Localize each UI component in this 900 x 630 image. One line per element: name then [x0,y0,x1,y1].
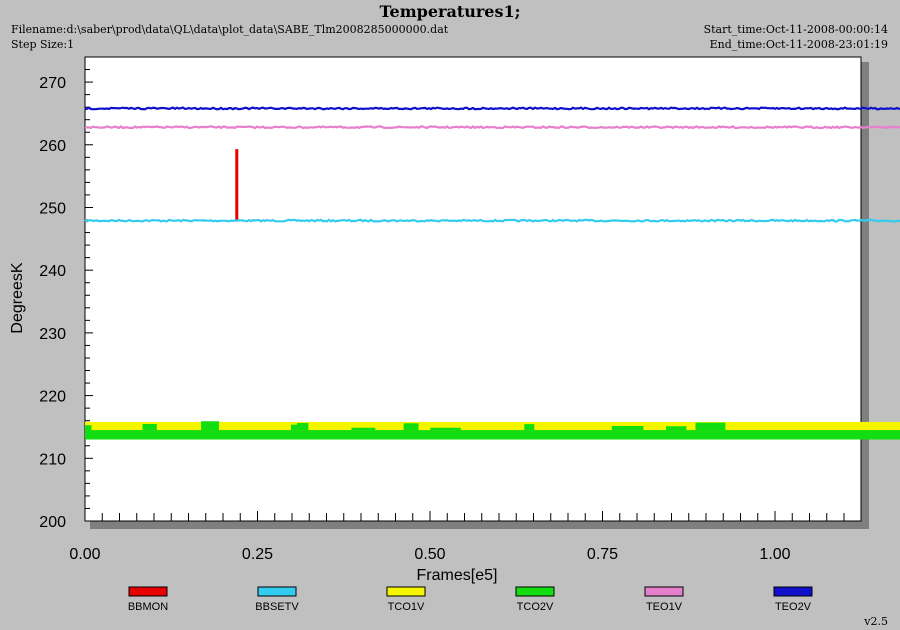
legend-swatch-teo1v [644,586,684,597]
legend-label-tco1v: TCO1V [388,601,425,613]
series-teo1v [84,125,900,130]
x-tick-label: 1.00 [759,546,790,563]
y-tick-label: 200 [39,514,66,531]
series-tco2v-noise [85,421,900,431]
x-tick-labels: 0.000.250.500.751.001.251.501.752.00 [69,546,790,563]
legend: BBMON BBSETV TCO1V TCO2V TEO1V TEO2V [128,586,813,613]
y-tick-label: 220 [39,389,66,406]
start-time-label: Start_time:Oct-11-2008-00:00:14 [703,23,888,36]
chart-title: Temperatures1; [379,2,521,21]
legend-label-tco2v: TCO2V [517,601,554,613]
x-tick-label: 0.50 [414,546,445,563]
version-label: v2.5 [864,615,888,628]
x-tick-label: 0.00 [69,546,100,563]
y-tick-label: 210 [39,451,66,468]
y-tick-label: 250 [39,200,66,217]
legend-swatch-teo2v [773,586,813,597]
y-tick-label: 270 [39,75,66,92]
series-tco2v [85,430,900,440]
legend-label-bbmon: BBMON [128,601,168,613]
series-teo2v [84,106,900,111]
legend-swatch-bbmon [128,586,168,597]
data-series [84,106,900,440]
filename-label: Filename:d:\saber\prod\data\QL\data\plot… [11,23,449,36]
legend-swatch-tco2v [515,586,555,597]
step-size-label: Step Size:1 [11,38,75,51]
legend-swatch-bbsetv [257,586,297,597]
series-tco1v [85,421,900,431]
legend-swatch-tco1v [386,586,426,597]
y-tick-labels: 200 210 220 230 240 250 260 270 [39,75,66,531]
y-tick-label: 230 [39,326,66,343]
x-tick-label: 0.75 [587,546,618,563]
end-time-label: End_time:Oct-11-2008-23:01:19 [709,38,888,51]
legend-label-teo2v: TEO2V [775,601,812,613]
y-tick-label: 240 [39,263,66,280]
y-axis-label: DegreesK [9,262,26,333]
legend-label-teo1v: TEO1V [646,601,683,613]
x-tick-label: 0.25 [242,546,273,563]
series-bbsetv [84,218,900,223]
y-tick-label: 260 [39,138,66,155]
plot-area [84,56,862,522]
legend-label-bbsetv: BBSETV [255,601,299,613]
x-axis-label: Frames[e5] [417,567,498,584]
